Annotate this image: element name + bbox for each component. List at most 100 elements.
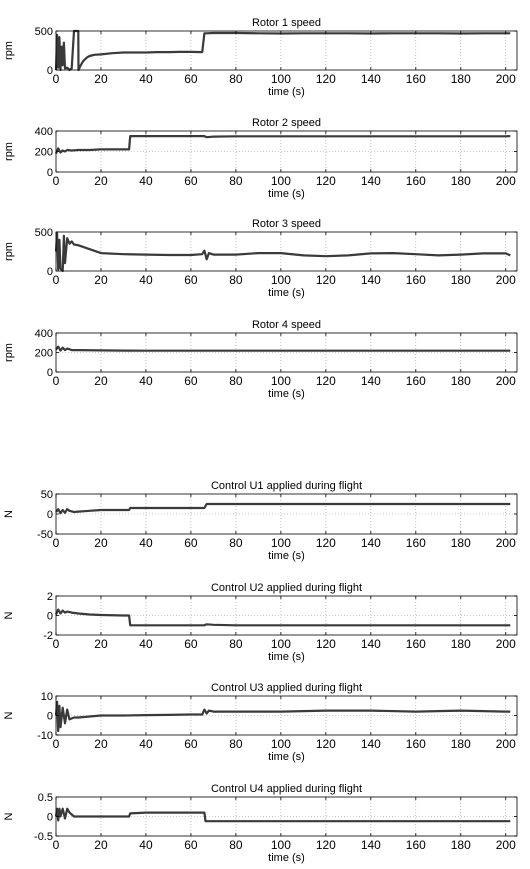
y-tick-label: 0.5 (38, 792, 53, 804)
x-tick-label: 0 (53, 737, 60, 751)
x-tick-label: 60 (184, 273, 198, 287)
x-tick-label: 160 (406, 737, 426, 751)
x-tick-label: 200 (496, 536, 516, 550)
x-tick-label: 20 (94, 536, 108, 550)
y-tick-label: 500 (35, 26, 53, 38)
x-tick-label: 100 (271, 374, 291, 388)
chart-panel-8: 0 20 40 60 80 100 120 140 160 180 200-0.500.5Contr… (3, 783, 518, 864)
x-tick-label: 0 (53, 637, 60, 651)
x-tick-label: 160 (406, 536, 426, 550)
series-line (54, 232, 511, 273)
x-tick-label: 100 (271, 72, 291, 86)
x-axis-label: time (s) (268, 86, 305, 98)
y-tick-label: 0 (47, 711, 53, 723)
x-tick-label: 40 (139, 374, 153, 388)
y-axis-label: N (3, 611, 15, 619)
x-tick-label: 100 (271, 174, 291, 188)
x-tick-label: 160 (406, 838, 426, 852)
y-tick-label: 400 (35, 328, 53, 340)
x-tick-label: 40 (139, 536, 153, 550)
x-tick-label: 80 (229, 637, 243, 651)
x-tick-label: 120 (316, 536, 336, 550)
x-tick-label: 120 (316, 838, 336, 852)
series-line (55, 345, 511, 352)
x-tick-label: 80 (229, 273, 243, 287)
chart-title: Control U1 applied during flight (211, 480, 362, 492)
x-tick-label: 180 (451, 838, 471, 852)
x-tick-label: 180 (451, 174, 471, 188)
y-tick-label: 0 (47, 367, 53, 379)
x-tick-label: 0 (53, 72, 60, 86)
y-tick-label: 500 (35, 227, 53, 239)
x-tick-label: 20 (94, 273, 108, 287)
chart-title: Rotor 4 speed (252, 319, 321, 331)
y-tick-label: 2 (47, 591, 53, 603)
x-tick-label: 20 (94, 174, 108, 188)
y-tick-label: 50 (41, 489, 53, 501)
x-axis-label: time (s) (268, 550, 305, 562)
series-line (54, 608, 511, 627)
x-tick-label: 60 (184, 374, 198, 388)
x-tick-label: 0 (53, 374, 60, 388)
chart-title: Control U4 applied during flight (211, 783, 362, 795)
x-tick-label: 80 (229, 737, 243, 751)
x-tick-label: 100 (271, 536, 291, 550)
x-tick-label: 200 (496, 838, 516, 852)
chart-title: Control U3 applied during flight (211, 682, 362, 694)
x-tick-label: 80 (229, 374, 243, 388)
x-tick-label: 200 (496, 374, 516, 388)
x-tick-label: 180 (451, 72, 471, 86)
x-tick-label: 40 (139, 72, 153, 86)
axes-frame (55, 30, 518, 71)
x-axis-label: time (s) (268, 188, 305, 200)
y-axis-label: rpm (3, 343, 15, 362)
x-tick-label: 120 (316, 273, 336, 287)
y-tick-label: 200 (35, 348, 53, 360)
x-tick-label: 140 (361, 273, 381, 287)
x-tick-label: 20 (94, 72, 108, 86)
chart-panel-3: 0 20 40 60 80 100 120 140 160 180 200 0 500 Rotor 3 s… (3, 218, 518, 299)
chart-panel-1: 0 20 40 60 80 100 120 140 160 180 200 0 500 Rotor 1 s… (3, 17, 518, 98)
x-tick-label: 180 (451, 273, 471, 287)
y-tick-label: 0 (47, 266, 53, 278)
x-tick-label: 40 (139, 737, 153, 751)
x-tick-label: 80 (229, 838, 243, 852)
chart-title: Rotor 3 speed (252, 218, 321, 230)
plot-area (56, 232, 517, 271)
x-tick-label: 140 (361, 536, 381, 550)
y-tick-label: -10 (37, 730, 53, 742)
y-tick-label: 200 (35, 147, 53, 159)
x-tick-label: 40 (139, 838, 153, 852)
series-line (54, 700, 511, 733)
chart-panel-5: 0 20 40 60 80 100 120 140 160 180 200-50050Control… (3, 480, 518, 562)
x-tick-label: 120 (316, 72, 336, 86)
x-tick-label: 140 (361, 838, 381, 852)
y-axis-label: rpm (3, 242, 15, 261)
x-tick-label: 180 (451, 374, 471, 388)
y-tick-label: 0 (47, 167, 53, 179)
y-axis-label: rpm (3, 41, 15, 60)
x-tick-label: 140 (361, 174, 381, 188)
x-axis-label: time (s) (268, 388, 305, 400)
plot-area (56, 31, 517, 70)
chart-title: Control U2 applied during flight (211, 582, 362, 594)
series-line (54, 135, 511, 155)
x-tick-label: 160 (406, 174, 426, 188)
x-tick-label: 140 (361, 737, 381, 751)
x-tick-label: 200 (496, 737, 516, 751)
y-axis-label: N (3, 711, 15, 719)
y-tick-label: 0 (47, 812, 53, 824)
x-tick-label: 100 (271, 273, 291, 287)
x-tick-label: 60 (184, 637, 198, 651)
x-tick-label: 100 (271, 838, 291, 852)
chart-panel-2: 0 20 40 60 80 100 120 140 160 180 200 0 200 400 Rotor … (3, 117, 518, 200)
x-tick-label: 0 (53, 174, 60, 188)
x-tick-label: 60 (184, 536, 198, 550)
x-tick-label: 120 (316, 737, 336, 751)
y-tick-label: 0 (47, 65, 53, 77)
x-tick-label: 120 (316, 374, 336, 388)
x-tick-label: 120 (316, 637, 336, 651)
x-tick-label: 0 (53, 536, 60, 550)
x-tick-label: 60 (184, 72, 198, 86)
